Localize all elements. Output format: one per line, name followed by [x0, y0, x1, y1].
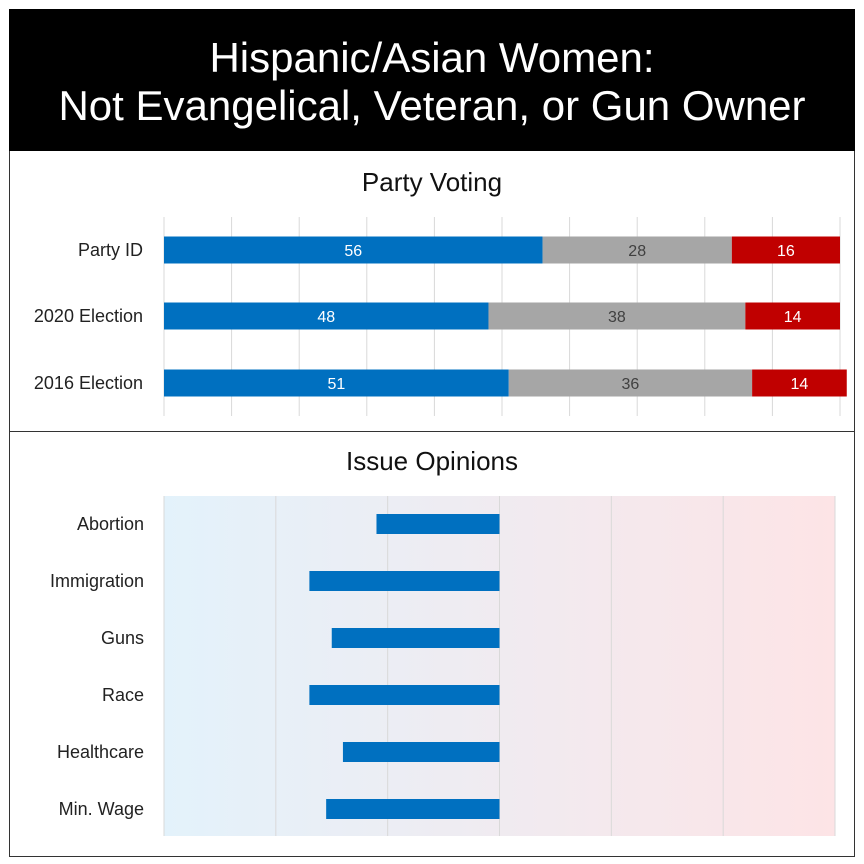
bar: [309, 685, 500, 705]
bar-segment: [542, 236, 732, 264]
bar: [331, 628, 500, 648]
chart-title: Issue Opinions: [346, 446, 518, 476]
category-label: Min. Wage: [59, 799, 144, 819]
category-label: 2020 Election: [34, 306, 143, 326]
bar-segment: [488, 302, 746, 330]
title-banner: Hispanic/Asian Women: Not Evangelical, V…: [9, 9, 855, 151]
data-label: 38: [608, 309, 626, 326]
chart-title: Party Voting: [362, 167, 502, 197]
bar-segment: [164, 236, 543, 264]
category-label: Party ID: [78, 240, 143, 260]
bar-segment: [731, 236, 840, 264]
data-label: 16: [777, 243, 795, 260]
bar-segment: [164, 302, 489, 330]
bar: [309, 571, 500, 591]
data-label: 14: [791, 376, 809, 393]
bar: [376, 514, 500, 534]
title-line-2: Not Evangelical, Veteran, or Gun Owner: [58, 82, 806, 129]
category-label: 2016 Election: [34, 373, 143, 393]
bar: [326, 799, 500, 819]
data-label: 48: [317, 309, 335, 326]
data-label: 36: [622, 376, 640, 393]
bar-segment: [164, 369, 509, 397]
party-voting-chart: Party Voting Party ID 56 28 16 2020 Election 4…: [34, 167, 847, 416]
issue-opinions-chart: Issue Opinions Abortion Immigration Guns Rac…: [50, 446, 836, 836]
data-label: 14: [784, 309, 802, 326]
bar-segment: [745, 302, 840, 330]
category-label: Immigration: [50, 571, 144, 591]
bar-segment: [508, 369, 753, 397]
title-line-1: Hispanic/Asian Women:: [209, 34, 655, 81]
category-label: Guns: [101, 628, 144, 648]
category-label: Healthcare: [57, 742, 144, 762]
data-label: 28: [628, 243, 646, 260]
data-label: 56: [344, 243, 362, 260]
category-label: Race: [102, 685, 144, 705]
bar: [342, 742, 500, 762]
category-label: Abortion: [77, 514, 144, 534]
bar-segment: [752, 369, 847, 397]
section-divider: [9, 431, 855, 432]
data-label: 51: [327, 376, 345, 393]
